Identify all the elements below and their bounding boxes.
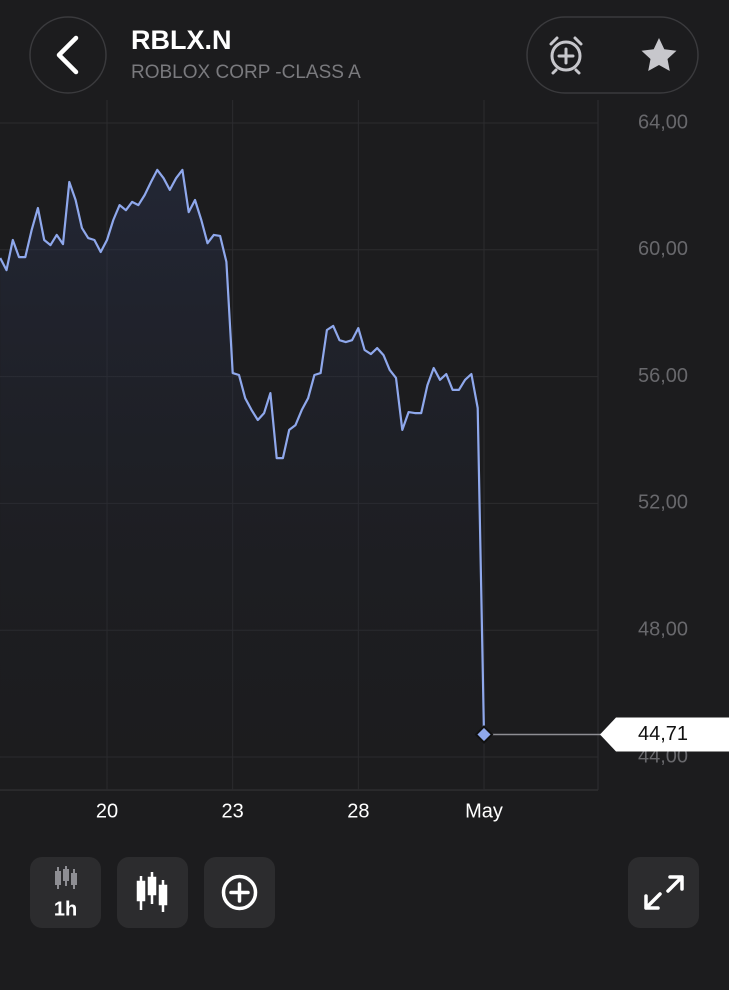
chart-type-button[interactable] <box>117 857 188 928</box>
last-price-marker <box>474 725 494 744</box>
y-tick-label: 56,00 <box>638 365 688 387</box>
last-price-tag <box>600 717 729 752</box>
fullscreen-button[interactable] <box>628 857 699 928</box>
last-price-label: 44,71 <box>638 723 688 745</box>
interval-label: 1h <box>54 898 77 920</box>
y-tick-label: 48,00 <box>638 618 688 640</box>
x-tick-label: 23 <box>222 800 244 822</box>
add-indicator-button[interactable] <box>204 857 275 928</box>
action-pill <box>526 16 699 94</box>
area <box>0 169 484 790</box>
back-button[interactable] <box>29 16 107 94</box>
x-tick-label: May <box>465 800 503 822</box>
y-tick-label: 64,00 <box>638 111 688 133</box>
indicator-button[interactable]: 1h <box>30 857 101 928</box>
price-line <box>0 168 486 735</box>
favorite-button[interactable] <box>641 38 677 71</box>
alarm-button[interactable] <box>549 36 583 75</box>
x-tick-label: 20 <box>96 800 118 822</box>
ticker-title: RBLX.N <box>131 25 232 55</box>
y-tick-label: 60,00 <box>638 238 688 260</box>
company-name: ROBLOX CORP -CLASS A <box>131 62 361 83</box>
y-tick-label: 52,00 <box>638 492 688 514</box>
x-tick-label: 28 <box>347 800 369 822</box>
